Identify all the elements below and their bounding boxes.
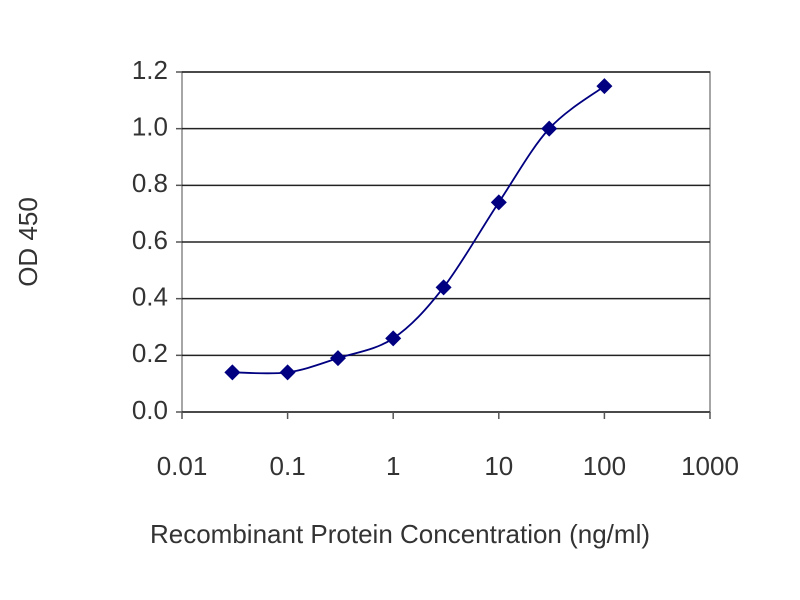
data-point — [224, 364, 241, 381]
x-tick-label: 0.01 — [157, 451, 208, 481]
x-tick-label: 1 — [386, 451, 400, 481]
data-point — [329, 350, 346, 367]
data-line — [232, 85, 605, 375]
y-tick-label: 0.8 — [132, 168, 168, 198]
data-point — [490, 194, 507, 211]
data-point — [435, 279, 452, 296]
data-point — [541, 120, 558, 137]
data-point — [279, 364, 296, 381]
x-tick-label: 100 — [583, 451, 626, 481]
y-tick-label: 0.6 — [132, 225, 168, 255]
y-tick-label: 1.2 — [132, 55, 168, 85]
x-tick-label: 0.1 — [270, 451, 306, 481]
x-tick-label: 10 — [484, 451, 513, 481]
y-tick-label: 0.2 — [132, 338, 168, 368]
x-tick-label: 1000 — [681, 451, 739, 481]
y-tick-label: 0.0 — [132, 395, 168, 425]
y-tick-label: 0.4 — [132, 282, 168, 312]
data-point — [385, 330, 402, 347]
y-tick-label: 1.0 — [132, 112, 168, 142]
x-axis-label: Recombinant Protein Concentration (ng/ml… — [150, 519, 650, 549]
y-axis-label: OD 450 — [13, 197, 43, 287]
data-point — [596, 78, 613, 95]
